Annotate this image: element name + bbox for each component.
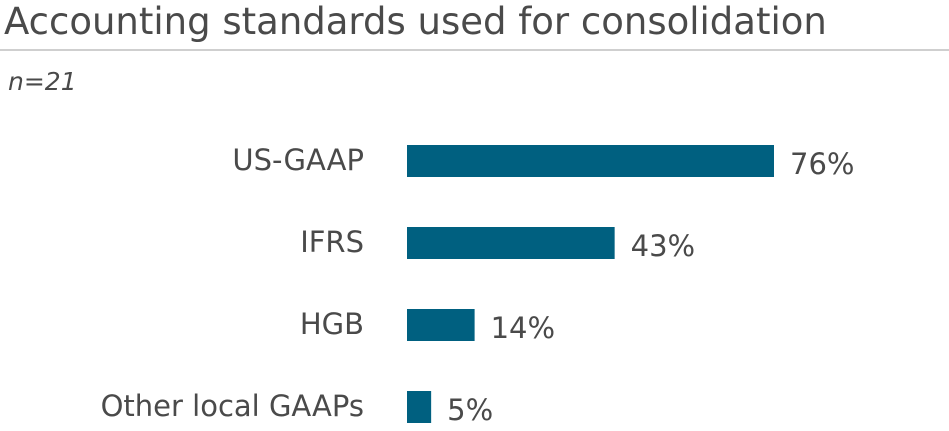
category-label: HGB bbox=[300, 307, 364, 341]
category-label: US-GAAP bbox=[232, 143, 364, 177]
chart-title: Accounting standards used for consolidat… bbox=[4, 0, 827, 43]
value-label: 14% bbox=[491, 311, 555, 345]
title-divider bbox=[0, 49, 949, 51]
category-label: Other local GAAPs bbox=[101, 389, 364, 423]
bar bbox=[407, 227, 615, 259]
value-label: 5% bbox=[447, 393, 493, 427]
value-label: 43% bbox=[631, 229, 695, 263]
value-label: 76% bbox=[790, 147, 854, 181]
bar bbox=[407, 391, 432, 423]
category-label: IFRS bbox=[300, 225, 364, 259]
bar bbox=[407, 145, 774, 177]
sample-size-note: n=21 bbox=[8, 67, 77, 96]
bar bbox=[407, 309, 475, 341]
